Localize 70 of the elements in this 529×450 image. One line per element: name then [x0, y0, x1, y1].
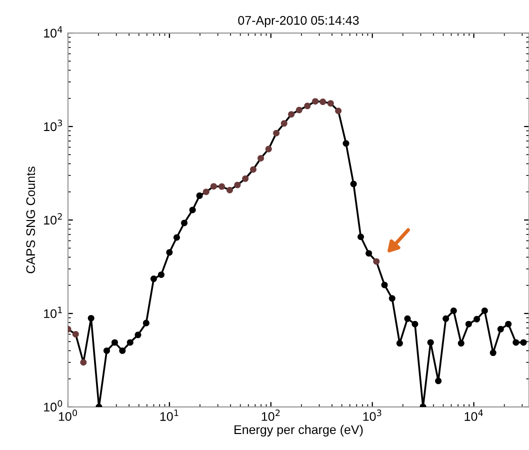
- point: [490, 350, 496, 356]
- point: [373, 258, 380, 265]
- point: [80, 359, 87, 366]
- point: [288, 111, 295, 118]
- y-tick-label: 10$^{4}$: [44, 26, 62, 38]
- point: [72, 330, 79, 338]
- point: [189, 206, 196, 214]
- point: [218, 183, 226, 190]
- point: [304, 102, 311, 110]
- point: [265, 146, 272, 152]
- y-tick-label: 10$^{0}$: [44, 400, 62, 412]
- point: [126, 339, 134, 346]
- point: [358, 234, 364, 240]
- point: [312, 98, 319, 105]
- point: [150, 276, 157, 282]
- point: [404, 315, 411, 322]
- point: [450, 307, 457, 314]
- point: [381, 282, 388, 288]
- point: [181, 220, 188, 226]
- y-tick-label: 10$^{2}$: [44, 213, 62, 225]
- point: [111, 339, 118, 346]
- point: [320, 98, 326, 106]
- point: [327, 100, 334, 107]
- x-tick-label: 10$^{0}$: [58, 410, 77, 421]
- point: [142, 320, 150, 326]
- point: [258, 154, 264, 162]
- point: [442, 315, 450, 322]
- x-tick-label: 10$^{1}$: [160, 410, 178, 421]
- y-axis-title: CAPS SNG Counts: [26, 166, 36, 274]
- point: [465, 320, 472, 328]
- point: [296, 106, 302, 114]
- point: [388, 295, 396, 302]
- point: [481, 307, 488, 314]
- point: [396, 340, 403, 347]
- point: [134, 332, 142, 338]
- chart-title: 07-Apr-2010 05:14:43: [238, 16, 359, 28]
- x-axis-title: Energy per charge (eV): [234, 424, 363, 437]
- point: [366, 250, 372, 257]
- x-tick-label: 10$^{2}$: [262, 410, 280, 421]
- point: [412, 320, 418, 328]
- point: [250, 166, 256, 173]
- y-tick-label: 10$^{3}$: [44, 120, 62, 132]
- point: [350, 180, 357, 188]
- point: [242, 175, 249, 182]
- point: [435, 378, 442, 384]
- point: [173, 234, 180, 241]
- point: [88, 314, 94, 322]
- point: [505, 320, 512, 328]
- point: [520, 339, 527, 346]
- point: [234, 182, 241, 188]
- point: [273, 130, 280, 136]
- point: [158, 271, 164, 278]
- point: [512, 339, 520, 346]
- point: [202, 188, 210, 196]
- point: [196, 192, 203, 199]
- point: [166, 249, 173, 256]
- point: [280, 120, 288, 127]
- x-tick-label: 10$^{3}$: [363, 410, 382, 421]
- y-tick-label: 10$^{1}$: [44, 306, 62, 318]
- point: [474, 316, 480, 322]
- point: [497, 326, 504, 332]
- point: [427, 339, 434, 346]
- point: [342, 140, 350, 147]
- point: [458, 340, 464, 347]
- point: [119, 347, 126, 354]
- point: [335, 108, 342, 114]
- point: [210, 183, 217, 190]
- point: [226, 186, 233, 194]
- x-tick-label: 10$^{4}$: [464, 410, 483, 421]
- point: [103, 347, 110, 354]
